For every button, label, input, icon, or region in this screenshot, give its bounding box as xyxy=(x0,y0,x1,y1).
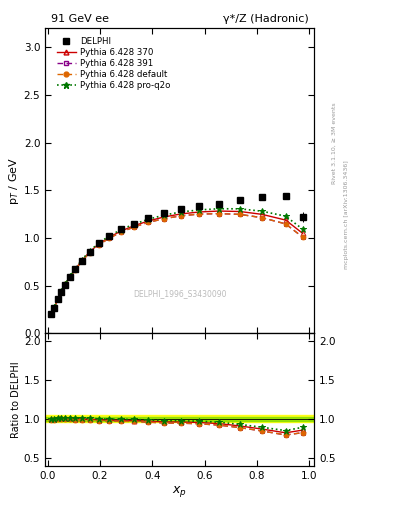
Bar xyxy=(45,417,314,421)
Y-axis label: p$_T$ / GeV: p$_T$ / GeV xyxy=(7,157,21,205)
X-axis label: $x_p$: $x_p$ xyxy=(173,483,187,499)
Y-axis label: Ratio to DELPHI: Ratio to DELPHI xyxy=(11,361,21,438)
Text: 91 GeV ee: 91 GeV ee xyxy=(51,14,108,24)
Text: Rivet 3.1.10, ≥ 3M events: Rivet 3.1.10, ≥ 3M events xyxy=(332,102,337,184)
Text: mcplots.cern.ch [arXiv:1306.3436]: mcplots.cern.ch [arXiv:1306.3436] xyxy=(344,161,349,269)
Legend: DELPHI, Pythia 6.428 370, Pythia 6.428 391, Pythia 6.428 default, Pythia 6.428 p: DELPHI, Pythia 6.428 370, Pythia 6.428 3… xyxy=(55,35,172,92)
Text: γ*/Z (Hadronic): γ*/Z (Hadronic) xyxy=(223,14,309,24)
Bar xyxy=(45,415,314,422)
Text: DELPHI_1996_S3430090: DELPHI_1996_S3430090 xyxy=(133,289,226,298)
